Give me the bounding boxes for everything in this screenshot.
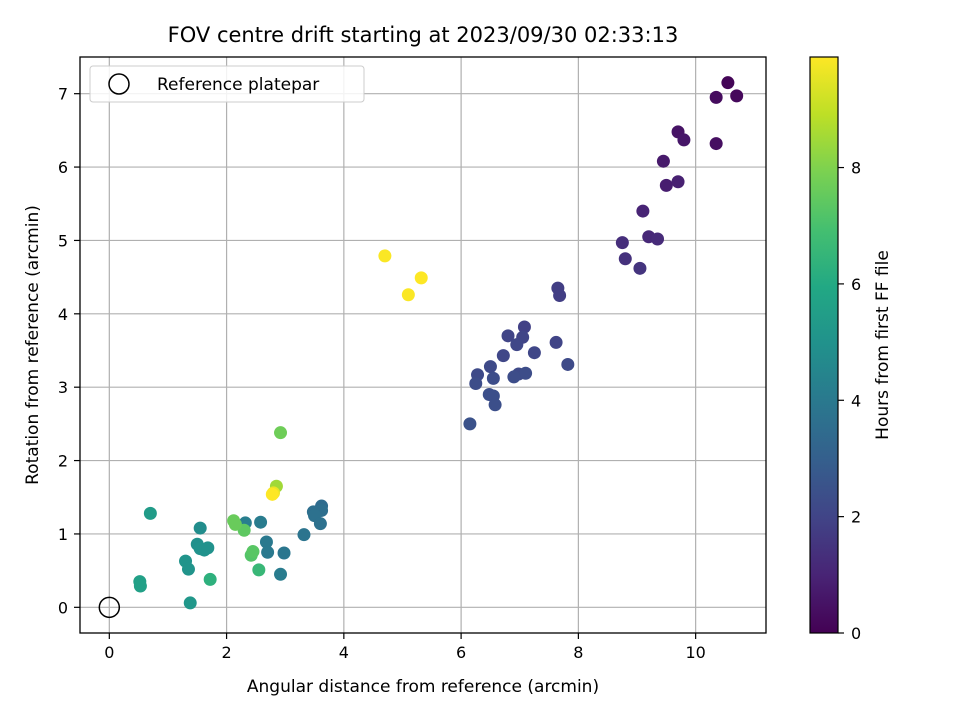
y-tick-label: 1 (58, 525, 68, 544)
data-point (527, 346, 541, 360)
data-point (549, 335, 563, 349)
y-axis-label: Rotation from reference (arcmin) (23, 205, 43, 485)
reference-platepar-marker (98, 596, 121, 619)
x-tick-label: 10 (685, 643, 705, 662)
data-point (133, 579, 147, 593)
data-point (709, 90, 723, 104)
y-tick-label: 0 (58, 598, 68, 617)
chart-title: FOV centre drift starting at 2023/09/30 … (168, 23, 679, 47)
x-tick-label: 4 (339, 643, 349, 662)
data-point (463, 417, 477, 431)
data-point (501, 329, 515, 343)
data-point (254, 515, 268, 529)
data-point (414, 271, 428, 285)
legend-entry-reference: Reference platepar (157, 75, 319, 95)
data-point (203, 572, 217, 586)
data-point (730, 89, 744, 103)
data-point (277, 546, 291, 560)
data-point (615, 236, 629, 250)
data-point (183, 596, 197, 610)
legend-reference-marker (108, 73, 130, 95)
colorbar: 0 2 4 6 8 Hours from first FF file (809, 56, 893, 643)
data-point (246, 545, 260, 559)
data-point (259, 535, 273, 549)
x-tick-label: 2 (221, 643, 231, 662)
data-point (378, 249, 392, 263)
colorbar-gradient (809, 56, 839, 634)
y-tick-label: 5 (58, 231, 68, 250)
y-axis-ticks: 0 1 2 3 4 5 6 7 (58, 85, 80, 617)
grid-lines (80, 57, 766, 633)
legend-box (89, 65, 365, 103)
data-point (201, 541, 215, 555)
x-axis-ticks: 0 2 4 6 8 10 (104, 633, 706, 662)
colorbar-tick-label: 0 (851, 624, 861, 643)
data-point (636, 204, 650, 218)
data-points (133, 76, 744, 610)
data-point (618, 252, 632, 266)
y-tick-label: 3 (58, 378, 68, 397)
y-tick-label: 6 (58, 158, 68, 177)
colorbar-tick-label: 2 (851, 508, 861, 527)
data-point (561, 357, 575, 371)
colorbar-label: Hours from first FF file (873, 250, 893, 440)
data-point (553, 288, 567, 302)
data-point (486, 371, 500, 385)
colorbar-ticks: 0 2 4 6 8 (838, 159, 861, 643)
y-tick-label: 2 (58, 452, 68, 471)
data-point (483, 360, 497, 374)
data-point (261, 545, 275, 559)
data-point (677, 133, 691, 147)
data-point (143, 506, 157, 520)
plot-frame (79, 56, 767, 634)
data-point (488, 398, 502, 412)
data-point (297, 528, 311, 542)
data-point (519, 366, 533, 380)
data-point (469, 377, 483, 391)
data-point (401, 288, 415, 302)
data-point (265, 487, 279, 501)
data-point (252, 563, 266, 577)
data-point (274, 426, 288, 440)
data-point (633, 261, 647, 275)
data-point (671, 175, 685, 189)
data-point (496, 349, 510, 363)
data-point (274, 567, 288, 581)
data-point (510, 338, 524, 352)
colorbar-tick-label: 6 (851, 275, 861, 294)
data-point (721, 76, 735, 90)
reference-marker-group (98, 596, 121, 619)
data-point (313, 517, 327, 531)
colorbar-tick-label: 4 (851, 391, 861, 410)
y-tick-label: 7 (58, 85, 68, 104)
x-tick-label: 8 (573, 643, 583, 662)
x-tick-label: 6 (456, 643, 466, 662)
data-point (228, 517, 242, 531)
data-point (709, 137, 723, 151)
data-point (651, 232, 665, 246)
data-point (656, 154, 670, 168)
data-point (659, 178, 673, 192)
legend: Reference platepar (89, 65, 365, 103)
x-axis-label: Angular distance from reference (arcmin) (247, 677, 599, 697)
data-point (193, 521, 207, 535)
data-point (517, 320, 531, 334)
colorbar-tick-label: 8 (851, 159, 861, 178)
data-point (507, 370, 521, 384)
data-point (181, 562, 195, 576)
x-tick-label: 0 (104, 643, 114, 662)
y-tick-label: 4 (58, 305, 68, 324)
